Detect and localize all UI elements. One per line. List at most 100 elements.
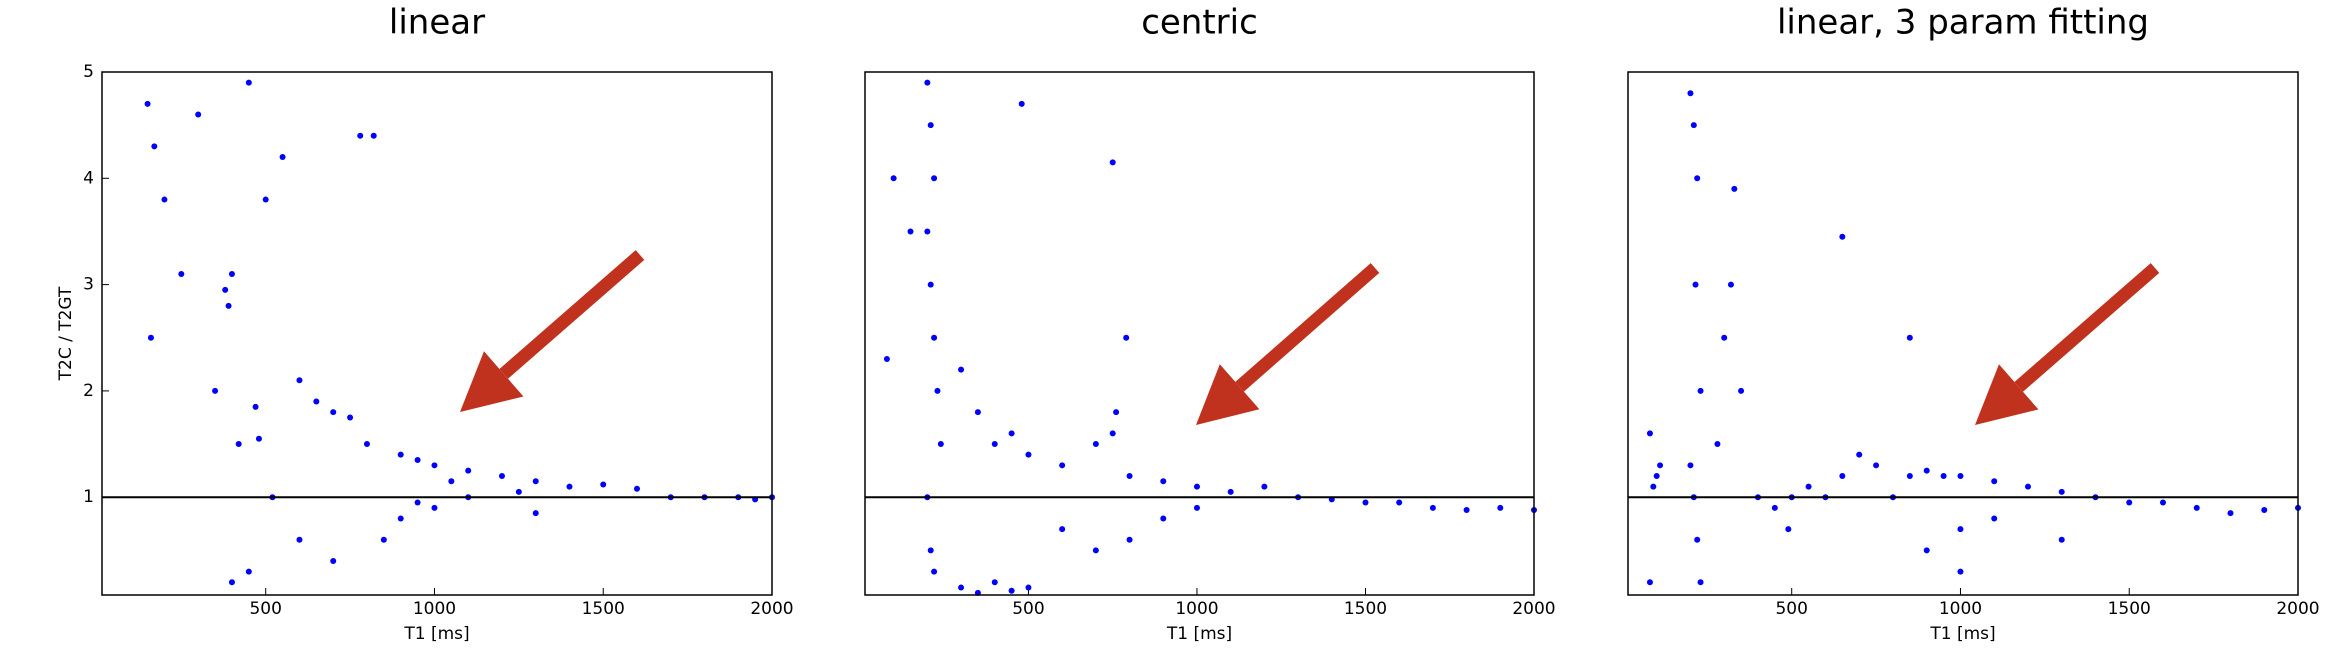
point — [1957, 472, 1964, 479]
point — [279, 154, 286, 161]
point — [1714, 441, 1721, 448]
point — [2159, 499, 2166, 506]
point — [1646, 430, 1653, 437]
x-tick-label: 1500 — [582, 599, 625, 619]
point — [151, 143, 158, 150]
point — [195, 111, 202, 118]
point — [1721, 334, 1728, 341]
point — [1463, 506, 1470, 513]
point — [2261, 506, 2268, 513]
point — [1940, 472, 1947, 479]
arrow-head — [1196, 364, 1260, 425]
point — [931, 334, 938, 341]
point — [498, 472, 505, 479]
y-tick-label: 5 — [83, 62, 94, 82]
y-axis-label: T2C / T2GT — [56, 286, 76, 381]
point — [2058, 536, 2065, 543]
point — [1362, 499, 1369, 506]
point — [431, 462, 438, 469]
point — [883, 356, 890, 363]
point — [228, 579, 235, 586]
point — [1018, 100, 1025, 107]
point — [330, 557, 337, 564]
point — [2058, 488, 2065, 495]
point — [1227, 488, 1234, 495]
point — [1092, 547, 1099, 554]
point — [937, 441, 944, 448]
point — [958, 584, 965, 591]
point — [600, 481, 607, 488]
point — [1059, 462, 1066, 469]
point — [147, 334, 154, 341]
point — [225, 302, 232, 309]
point — [1113, 409, 1120, 416]
point — [1396, 499, 1403, 506]
point — [178, 270, 185, 277]
point — [532, 478, 539, 485]
point — [296, 536, 303, 543]
arrow-shaft — [2014, 263, 2160, 392]
x-tick-label: 2000 — [1512, 599, 1555, 619]
point — [515, 488, 522, 495]
chart-title: linear, 3 param fitting — [1777, 3, 2149, 43]
point — [1785, 526, 1792, 533]
point — [1694, 536, 1701, 543]
y-tick-label: 3 — [83, 275, 94, 295]
point — [161, 196, 168, 203]
point — [255, 435, 262, 442]
point — [890, 175, 897, 182]
point — [924, 228, 931, 235]
point — [1059, 526, 1066, 533]
point — [144, 100, 151, 107]
point — [2024, 483, 2031, 490]
point — [927, 122, 934, 129]
point — [245, 79, 252, 86]
point — [2193, 504, 2200, 511]
point — [296, 377, 303, 384]
point — [1694, 175, 1701, 182]
point — [1497, 504, 1504, 511]
point — [1873, 462, 1880, 469]
point — [931, 568, 938, 575]
point — [1261, 483, 1268, 490]
point — [924, 79, 931, 86]
point — [991, 579, 998, 586]
x-axis-label: T1 [ms] — [403, 624, 469, 644]
plot-frame — [101, 71, 773, 596]
point — [1923, 547, 1930, 554]
point — [1429, 504, 1436, 511]
point — [448, 478, 455, 485]
point — [1697, 387, 1704, 394]
point — [1008, 587, 1015, 594]
point — [235, 441, 242, 448]
point — [313, 398, 320, 405]
point — [1697, 579, 1704, 586]
point — [1646, 579, 1653, 586]
point — [1957, 526, 1964, 533]
point — [370, 132, 377, 139]
point — [974, 409, 981, 416]
x-tick-label: 500 — [1775, 599, 1807, 619]
y-tick-label: 1 — [83, 487, 94, 507]
point — [1160, 515, 1167, 522]
x-tick-label: 1500 — [2108, 599, 2151, 619]
x-tick-label: 500 — [1012, 599, 1044, 619]
x-tick-label: 2000 — [2276, 599, 2319, 619]
point — [907, 228, 914, 235]
point — [633, 485, 640, 492]
point — [1805, 483, 1812, 490]
point — [1123, 334, 1130, 341]
point — [1687, 90, 1694, 97]
x-axis-label: T1 [ms] — [1166, 624, 1232, 644]
point — [2227, 510, 2234, 517]
point — [1692, 281, 1699, 288]
x-tick-label: 1000 — [1939, 599, 1982, 619]
x-tick-label: 1000 — [1175, 599, 1218, 619]
point — [934, 387, 941, 394]
point — [1957, 568, 1964, 575]
point — [252, 403, 259, 410]
y-tick-label: 2 — [83, 381, 94, 401]
point — [1727, 281, 1734, 288]
arrow-shaft — [499, 250, 645, 379]
chart-title: centric — [1141, 3, 1258, 43]
